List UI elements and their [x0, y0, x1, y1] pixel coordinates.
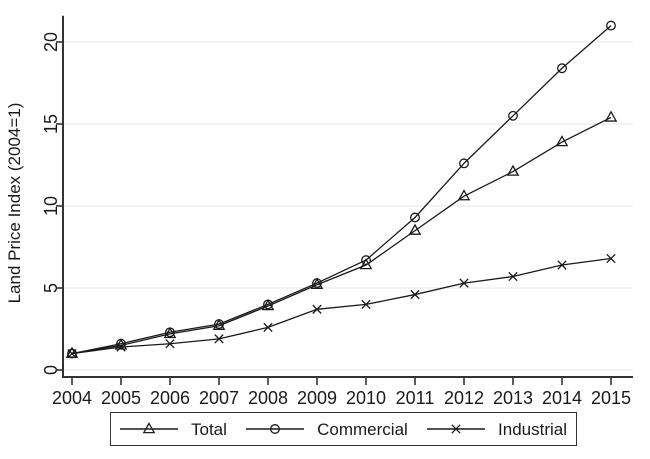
triangle-marker	[555, 135, 569, 147]
legend-label: Commercial	[317, 419, 408, 439]
x-marker	[557, 260, 567, 270]
x-marker	[508, 271, 518, 282]
y-axis-title: Land Price Index (2004=1)	[5, 103, 24, 304]
x-legend-icon	[427, 424, 486, 434]
x-tick-label: 2011	[396, 388, 435, 408]
circle-marker	[270, 424, 281, 434]
series-commercial	[67, 20, 616, 359]
circle-marker	[459, 158, 469, 169]
circle-marker	[410, 212, 420, 223]
x-marker	[67, 348, 77, 359]
x-tick-label: 2015	[591, 388, 631, 408]
triangle-legend-icon	[120, 422, 178, 434]
circle-marker	[263, 299, 273, 310]
legend: Total Commercial Industrial	[110, 412, 577, 446]
series-industrial	[67, 253, 616, 359]
y-tick-label: 0	[41, 365, 61, 375]
x-tick-label: 2007	[199, 388, 239, 408]
series-line	[71, 116, 612, 355]
x-tick-label: 2013	[493, 388, 533, 408]
circle-marker	[557, 63, 567, 74]
x-tick-label: 2012	[444, 388, 484, 408]
x-marker	[214, 334, 224, 344]
legend-item-industrial: Industrial	[427, 420, 567, 438]
x-marker	[606, 253, 616, 264]
series-line	[71, 25, 612, 355]
series-total	[65, 110, 618, 358]
x-tick-label: 2008	[248, 388, 288, 408]
x-marker	[459, 278, 469, 288]
x-marker	[263, 322, 273, 333]
y-tick-label: 15	[41, 114, 61, 134]
circle-marker	[606, 20, 616, 31]
x-marker	[451, 424, 461, 434]
y-tick-label: 10	[41, 196, 61, 216]
legend-item-commercial: Commercial	[246, 420, 408, 438]
x-marker	[312, 304, 322, 314]
x-marker	[165, 339, 175, 349]
x-tick-label: 2005	[101, 388, 141, 408]
triangle-marker	[142, 422, 156, 434]
series-line	[71, 257, 612, 355]
x-marker	[116, 342, 126, 352]
circle-marker	[361, 255, 371, 266]
circle-legend-icon	[246, 424, 305, 434]
triangle-marker	[457, 189, 471, 201]
circle-marker	[312, 278, 322, 289]
triangle-marker	[408, 223, 422, 235]
x-tick-label: 2004	[52, 388, 92, 408]
x-marker	[361, 299, 371, 310]
circle-marker	[165, 327, 175, 338]
x-tick-label: 2010	[346, 388, 386, 408]
x-tick-label: 2006	[150, 388, 190, 408]
triangle-marker	[506, 164, 520, 176]
legend-label: Total	[191, 419, 227, 439]
circle-marker	[508, 110, 518, 121]
legend-label: Industrial	[498, 419, 567, 439]
y-tick-label: 20	[41, 32, 61, 52]
circle-marker	[214, 319, 224, 330]
x-tick-label: 2009	[297, 388, 337, 408]
x-tick-label: 2014	[542, 388, 582, 408]
triangle-marker	[604, 110, 618, 122]
y-tick-label: 5	[41, 283, 61, 293]
legend-item-total: Total	[120, 420, 227, 438]
circle-marker	[116, 338, 126, 349]
x-marker	[410, 289, 420, 300]
